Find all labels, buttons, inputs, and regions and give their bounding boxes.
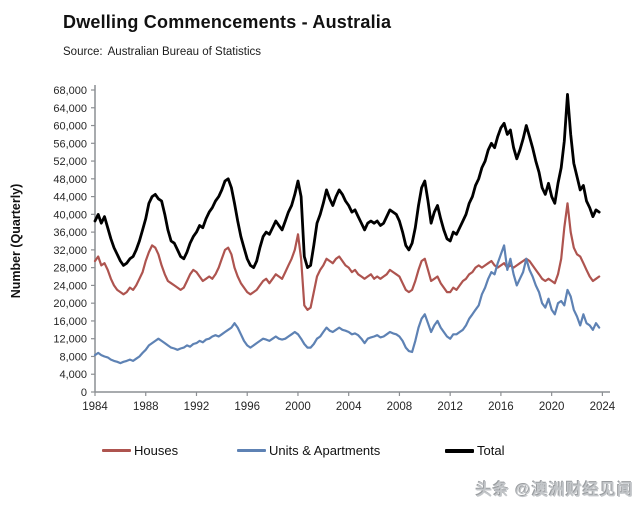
y-tick-label: 24,000 — [53, 280, 87, 292]
x-tick-label: 2020 — [539, 401, 565, 413]
y-tick-label: 28,000 — [53, 263, 87, 275]
houses-line-swatch — [102, 449, 131, 452]
x-tick-label: 1988 — [133, 401, 159, 413]
legend-label-total: Total — [477, 443, 505, 458]
y-tick-label: 68,000 — [53, 85, 87, 97]
toutiao-watermark: 头条 @澳洲财经见闻 — [475, 482, 634, 499]
y-tick-label: 20,000 — [53, 298, 87, 310]
y-tick-label: 40,000 — [53, 209, 87, 221]
series-line-houses — [93, 202, 601, 311]
x-tick-label: 1992 — [184, 401, 210, 413]
legend-label-houses: Houses — [134, 443, 179, 458]
y-tick-label: 64,000 — [53, 103, 87, 115]
x-tick-label: 2008 — [387, 401, 413, 413]
y-tick-label: 60,000 — [53, 121, 87, 133]
y-tick-label: 12,000 — [53, 334, 87, 346]
x-tick-label: 2000 — [285, 401, 311, 413]
series-line-units — [93, 244, 601, 365]
y-tick-label: 16,000 — [53, 316, 87, 328]
chart-source: Source: Australian Bureau of Statistics — [63, 46, 261, 58]
y-tick-label: 0 — [81, 387, 87, 399]
y-tick-label: 52,000 — [53, 156, 87, 168]
y-tick-label: 4,000 — [59, 369, 87, 381]
x-tick-label: 1984 — [82, 401, 108, 413]
y-tick-label: 44,000 — [53, 192, 87, 204]
x-tick-label: 2016 — [488, 401, 514, 413]
legend-item-total: Total — [445, 443, 504, 458]
total-line-swatch — [445, 448, 474, 453]
series-line-total — [93, 93, 601, 270]
legend-item-units: Units & Apartments — [237, 443, 380, 458]
y-tick-label: 8,000 — [59, 351, 87, 363]
y-tick-label: 32,000 — [53, 245, 87, 257]
source-label: Source: — [63, 46, 103, 58]
y-tick-label: 56,000 — [53, 138, 87, 150]
chart-title: Dwelling Commencements - Australia — [63, 12, 392, 32]
source-value: Australian Bureau of Statistics — [107, 46, 262, 58]
y-tick-label: 48,000 — [53, 174, 87, 186]
x-tick-label: 2012 — [437, 401, 463, 413]
units-line-swatch — [237, 449, 266, 452]
x-tick-label: 2004 — [336, 401, 362, 413]
y-tick-label: 36,000 — [53, 227, 87, 239]
legend-label-units: Units & Apartments — [269, 443, 381, 458]
x-tick-label: 1996 — [234, 401, 260, 413]
legend-item-houses: Houses — [102, 443, 178, 458]
x-tick-label: 2024 — [590, 401, 616, 413]
